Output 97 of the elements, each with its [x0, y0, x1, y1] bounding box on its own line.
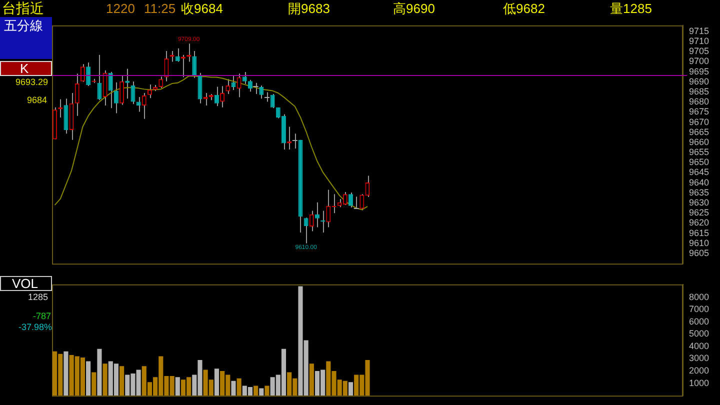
chart-title: 台指近: [2, 0, 44, 17]
bar: [236, 378, 242, 396]
bar: [259, 388, 264, 396]
y-tick-label: 9695: [689, 66, 710, 76]
ref-line-label: 9693.29: [15, 77, 48, 87]
candlestick: [353, 196, 360, 210]
y-tick-label: 9670: [689, 116, 710, 127]
y-tick-label: 9655: [689, 147, 710, 158]
bar: [102, 364, 108, 396]
bar: [348, 382, 354, 396]
bar: [175, 377, 180, 396]
y-tick-label: 1000: [689, 378, 710, 388]
candlestick: [259, 85, 264, 100]
y-tick-label: 9680: [689, 96, 710, 107]
candlestick: [315, 202, 320, 228]
y-tick-label: 9640: [689, 177, 710, 188]
y-tick-label: 5000: [689, 328, 710, 339]
candlestick: [270, 94, 275, 109]
y-tick-label: 9715: [689, 26, 710, 36]
bar: [92, 372, 96, 396]
text: -37.98%: [18, 322, 52, 332]
bar: [254, 386, 258, 396]
text: VOL: [12, 276, 38, 291]
y-tick-label: 9660: [689, 136, 710, 147]
candlestick: [192, 50, 197, 78]
y-tick-label: 9620: [689, 218, 710, 228]
candlestick: [248, 79, 252, 92]
text: 量1285: [610, 0, 652, 17]
candlestick: [214, 86, 219, 107]
candlestick: [130, 81, 136, 105]
text: 五分線: [4, 18, 43, 34]
candlestick: [114, 82, 118, 114]
candlestick: [142, 92, 146, 120]
candlestick: [220, 86, 225, 108]
candlestick: [136, 96, 141, 112]
bar: [309, 364, 314, 396]
text: -787: [32, 311, 51, 321]
text: 1220: [106, 0, 135, 17]
candlestick: [64, 98, 68, 134]
y-tick-label: 2000: [689, 366, 710, 376]
y-tick-label: 9710: [689, 36, 710, 46]
y-tick-label: 9645: [689, 167, 710, 178]
y-tick-label: 7000: [689, 304, 710, 314]
text: 11:25: [144, 0, 176, 17]
bar: [231, 380, 236, 396]
candlestick: [348, 192, 353, 208]
candlestick: [74, 73, 80, 116]
y-tick-label: 3000: [689, 353, 710, 364]
candlestick: [292, 133, 298, 150]
y-tick-label: 9705: [689, 46, 710, 56]
candlestick: [147, 84, 152, 99]
text: 開9683: [288, 0, 330, 17]
candlestick: [231, 74, 236, 90]
text: 1285: [28, 292, 48, 302]
bar: [97, 348, 102, 396]
y-tick-label: 9610: [689, 238, 710, 248]
y-tick-label: 9685: [689, 86, 710, 96]
y-tick-label: 9635: [689, 187, 710, 198]
candlestick: [264, 92, 270, 102]
candlestick: [164, 50, 169, 82]
candlestick: [86, 62, 91, 86]
text: 收9684: [181, 0, 223, 17]
candlestick: [252, 82, 259, 95]
bar: [214, 368, 220, 396]
y-tick-label: 9700: [689, 56, 710, 66]
y-tick-label: 6000: [689, 316, 710, 326]
y-tick-label: 9605: [689, 248, 710, 258]
candlestick: [108, 71, 113, 109]
y-tick-label: 9615: [689, 228, 710, 238]
y-tick-label: 8000: [689, 292, 710, 302]
text: K: [20, 61, 29, 76]
text: 高9690: [393, 0, 435, 17]
candlestick: [158, 76, 164, 88]
y-tick-label: 9665: [689, 126, 710, 137]
candlestick: [97, 54, 102, 101]
candlestick: [242, 72, 247, 84]
candlestick: [198, 72, 202, 104]
bar: [86, 361, 91, 396]
candlestick: [309, 210, 314, 232]
bar: [264, 386, 270, 396]
y-tick-label: 9650: [689, 157, 710, 168]
y-tick-label: 9630: [689, 198, 710, 208]
y-tick-label: 9675: [689, 106, 710, 117]
candlestick: [80, 64, 85, 82]
candlestick: [304, 217, 308, 244]
bar: [120, 366, 124, 396]
candlestick: [102, 70, 108, 106]
candlestick: [226, 78, 230, 95]
text: 低9682: [503, 0, 545, 17]
text: 9684: [26, 95, 47, 105]
candlestick: [125, 68, 130, 100]
y-tick-label: 9690: [689, 76, 710, 86]
y-tick-label: 9625: [689, 208, 710, 218]
candlestick: [120, 74, 124, 106]
candlestick: [236, 73, 242, 98]
bar: [64, 351, 68, 396]
y-tick-label: 4000: [689, 340, 710, 351]
